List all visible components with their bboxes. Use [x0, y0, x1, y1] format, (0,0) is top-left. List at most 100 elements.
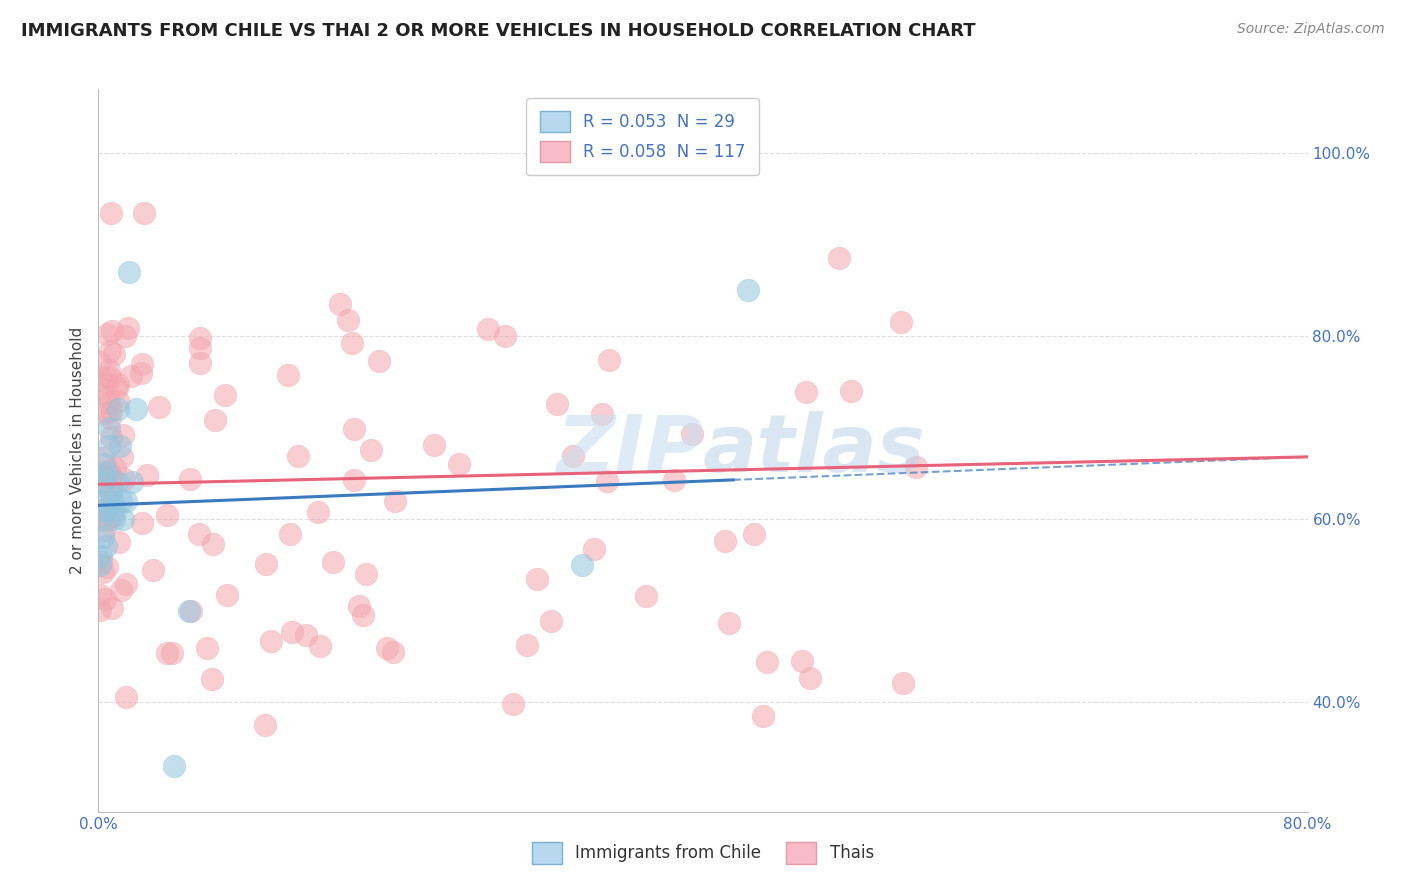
Point	[114, 690, 136, 705]
Point	[526, 572, 548, 586]
Point	[97, 391, 120, 405]
Point	[329, 297, 352, 311]
Point	[91, 475, 114, 490]
Point	[799, 671, 821, 685]
Point	[755, 655, 778, 669]
Point	[188, 356, 211, 370]
Point	[502, 698, 524, 712]
Point	[94, 540, 117, 554]
Point	[98, 464, 121, 478]
Point	[148, 400, 170, 414]
Point	[118, 265, 141, 279]
Point	[97, 499, 120, 513]
Point	[103, 512, 125, 526]
Point	[125, 402, 148, 417]
Point	[582, 542, 605, 557]
Point	[423, 437, 446, 451]
Point	[91, 503, 114, 517]
Point	[96, 560, 118, 574]
Point	[295, 628, 318, 642]
Point	[156, 646, 179, 660]
Point	[97, 481, 120, 495]
Point	[591, 407, 613, 421]
Point	[516, 638, 538, 652]
Point	[188, 341, 211, 355]
Point	[562, 449, 585, 463]
Point	[163, 759, 186, 773]
Point	[90, 549, 112, 563]
Point	[354, 567, 377, 582]
Point	[718, 615, 741, 630]
Point	[595, 475, 617, 489]
Point	[104, 503, 127, 517]
Point	[89, 493, 111, 508]
Point	[253, 718, 276, 732]
Point	[98, 343, 121, 358]
Point	[100, 484, 122, 499]
Point	[347, 599, 370, 613]
Point	[202, 537, 225, 551]
Point	[322, 556, 344, 570]
Point	[662, 474, 685, 488]
Point	[96, 406, 118, 420]
Point	[110, 493, 132, 508]
Point	[201, 672, 224, 686]
Point	[382, 645, 405, 659]
Point	[131, 366, 153, 380]
Point	[352, 608, 374, 623]
Point	[215, 588, 238, 602]
Legend: Immigrants from Chile, Thais: Immigrants from Chile, Thais	[526, 836, 880, 871]
Point	[540, 614, 562, 628]
Point	[107, 393, 129, 408]
Point	[108, 439, 131, 453]
Point	[93, 523, 115, 537]
Point	[96, 326, 118, 341]
Point	[89, 355, 111, 369]
Point	[180, 604, 202, 618]
Point	[477, 321, 499, 335]
Point	[114, 328, 136, 343]
Point	[103, 347, 125, 361]
Point	[90, 555, 112, 569]
Point	[891, 676, 914, 690]
Point	[111, 428, 134, 442]
Point	[101, 601, 124, 615]
Point	[277, 368, 299, 383]
Point	[179, 472, 201, 486]
Point	[260, 634, 283, 648]
Point	[360, 442, 382, 457]
Point	[89, 603, 111, 617]
Point	[117, 321, 139, 335]
Point	[142, 564, 165, 578]
Point	[110, 583, 132, 598]
Point	[343, 422, 366, 436]
Point	[287, 450, 309, 464]
Point	[89, 588, 111, 602]
Point	[100, 205, 122, 219]
Point	[98, 513, 121, 527]
Point	[96, 376, 118, 390]
Point	[97, 363, 120, 377]
Point	[636, 590, 658, 604]
Point	[598, 352, 620, 367]
Point	[108, 534, 131, 549]
Point	[96, 467, 118, 481]
Point	[307, 505, 329, 519]
Text: IMMIGRANTS FROM CHILE VS THAI 2 OR MORE VEHICLES IN HOUSEHOLD CORRELATION CHART: IMMIGRANTS FROM CHILE VS THAI 2 OR MORE …	[21, 22, 976, 40]
Point	[115, 576, 138, 591]
Point	[367, 354, 389, 368]
Point	[308, 639, 330, 653]
Point	[132, 205, 155, 219]
Point	[204, 413, 226, 427]
Point	[96, 370, 118, 384]
Point	[375, 641, 398, 656]
Point	[98, 410, 121, 425]
Point	[495, 328, 517, 343]
Point	[904, 459, 927, 474]
Point	[101, 508, 124, 523]
Point	[337, 313, 360, 327]
Point	[188, 331, 211, 345]
Point	[162, 647, 184, 661]
Point	[254, 558, 277, 572]
Point	[195, 641, 218, 656]
